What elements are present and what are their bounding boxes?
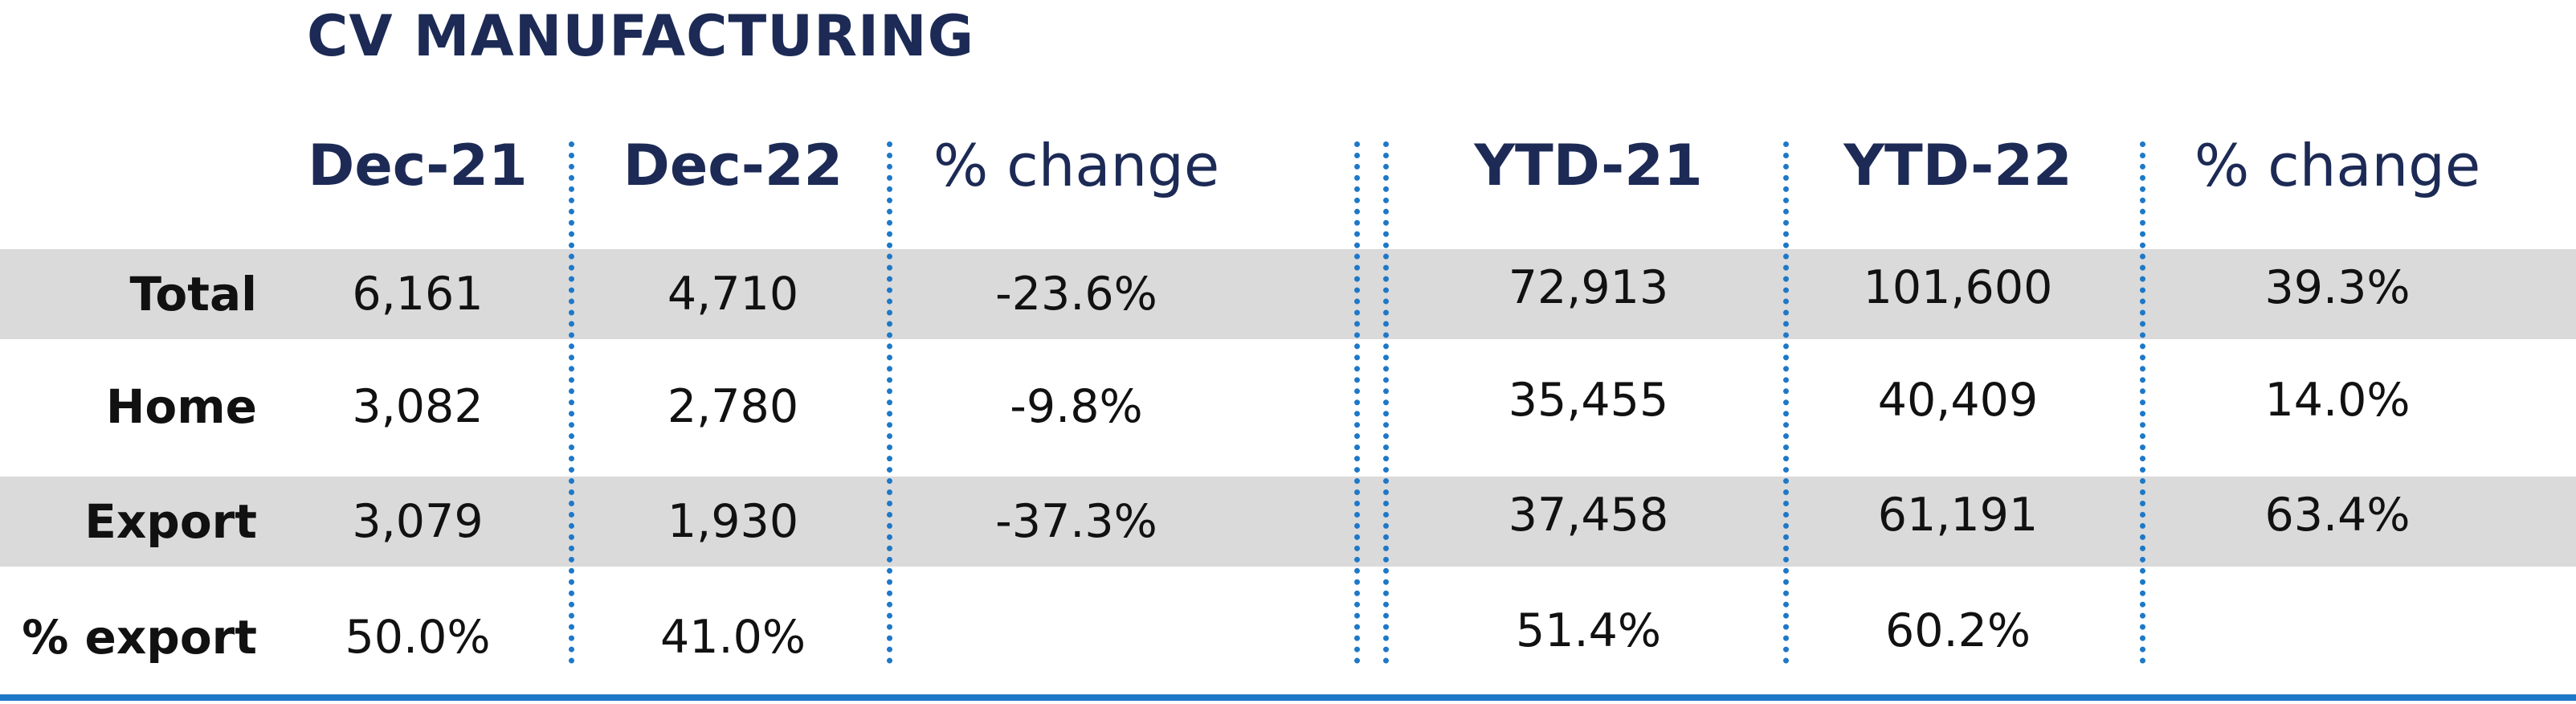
row-label-percent-export: % export — [22, 610, 257, 665]
column-header-percent-change-monthly: % change — [933, 132, 1220, 199]
row-label-total: Total — [129, 267, 257, 321]
column-header-dec-22: Dec-22 — [623, 133, 843, 199]
table-row-total: Total 6,161 4,710 -23.6% 72,913 101,600 … — [0, 249, 2576, 339]
row-label-home: Home — [105, 379, 257, 434]
column-header-percent-change-ytd: % change — [2194, 132, 2481, 199]
cell-home-dec-22: 2,780 — [667, 380, 799, 433]
column-divider — [2140, 141, 2145, 664]
cell-total-ytd-21: 72,913 — [1508, 261, 1669, 314]
cell-export-change: -37.3% — [995, 495, 1157, 548]
cell-percent-export-change — [916, 592, 1237, 682]
cell-home-ytd-change: 14.0% — [2264, 374, 2411, 427]
section-divider-right — [1383, 141, 1389, 664]
bottom-rule — [0, 694, 2576, 701]
cell-home-ytd-22: 40,409 — [1877, 374, 2039, 427]
cell-total-change: -23.6% — [995, 268, 1157, 321]
cell-total-dec-22: 4,710 — [667, 268, 799, 321]
column-divider — [1783, 141, 1789, 664]
column-divider — [569, 141, 574, 664]
cell-percent-export-ytd-21: 51.4% — [1515, 604, 1662, 657]
column-header-ytd-22: YTD-22 — [1843, 133, 2072, 199]
cell-home-ytd-21: 35,455 — [1508, 374, 1669, 427]
cell-total-ytd-change: 39.3% — [2264, 261, 2411, 314]
cell-percent-export-dec-22: 41.0% — [659, 611, 806, 664]
cell-export-ytd-21: 37,458 — [1508, 489, 1669, 542]
cell-percent-export-dec-21: 50.0% — [345, 611, 491, 664]
cell-home-change: -9.8% — [1010, 380, 1143, 433]
cell-total-dec-21: 6,161 — [352, 268, 484, 321]
column-header-ytd-21: YTD-21 — [1474, 133, 1703, 199]
cell-export-ytd-22: 61,191 — [1877, 489, 2039, 542]
cell-export-dec-22: 1,930 — [667, 495, 799, 548]
row-label-export: Export — [84, 494, 257, 549]
cell-percent-export-ytd-22: 60.2% — [1884, 604, 2031, 657]
section-divider-left — [1354, 141, 1360, 664]
table-row-home: Home 3,082 2,780 -9.8% 35,455 40,409 14.… — [0, 362, 2576, 452]
column-divider — [887, 141, 892, 664]
table-title: CV MANUFACTURING — [307, 3, 975, 69]
cell-export-dec-21: 3,079 — [352, 495, 484, 548]
cell-home-dec-21: 3,082 — [352, 380, 484, 433]
column-header-dec-21: Dec-21 — [308, 133, 528, 199]
cell-percent-export-ytd-change — [2177, 586, 2498, 676]
cell-total-ytd-22: 101,600 — [1863, 261, 2053, 314]
cell-export-ytd-change: 63.4% — [2264, 489, 2411, 542]
table-row-export: Export 3,079 1,930 -37.3% 37,458 61,191 … — [0, 477, 2576, 567]
table-row-percent-export: % export 50.0% 41.0% 51.4% 60.2% — [0, 592, 2576, 682]
